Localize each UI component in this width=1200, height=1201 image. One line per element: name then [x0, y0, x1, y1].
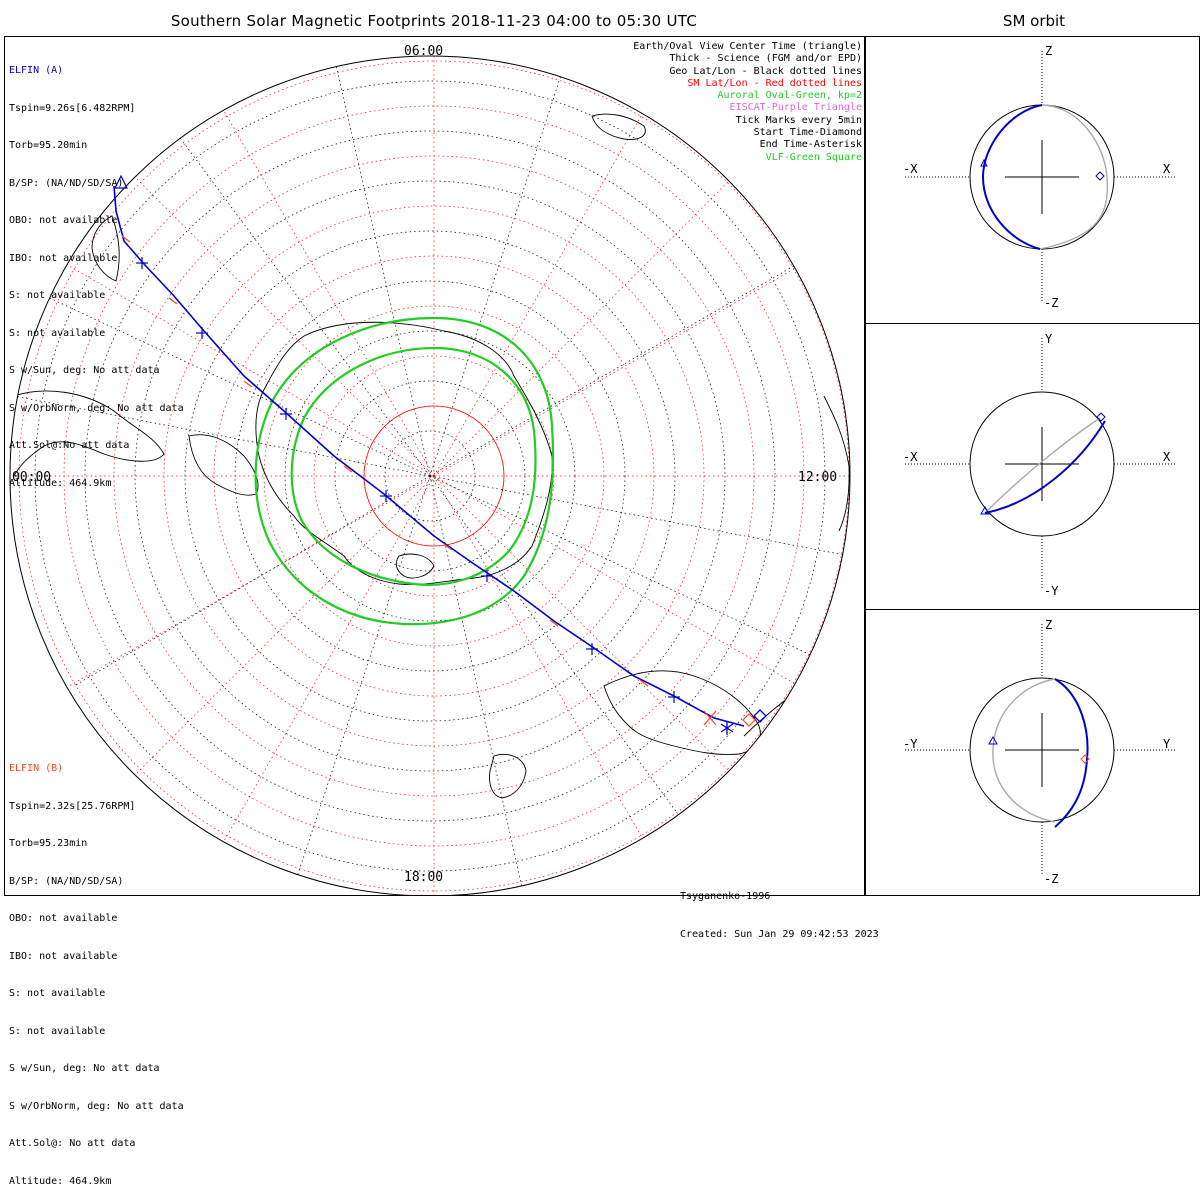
- elfin-b-line: IBO: not available: [9, 950, 118, 962]
- orbit-xz-right: X: [1163, 162, 1171, 176]
- elfin-b-ticks: [121, 235, 756, 727]
- time-label-bottom: 18:00: [404, 870, 444, 885]
- orbit-xz-top: Z: [1045, 44, 1053, 58]
- orbit-yz-top: Z: [1045, 618, 1053, 632]
- elfin-a-line: Att.Sol@:No att data: [9, 440, 130, 451]
- elfin-b-info: ELFIN (B) Tspin=2.32s[25.76RPM] Torb=95.…: [9, 738, 184, 1201]
- legend-item: VLF-Green Square: [765, 151, 862, 163]
- orbit-panel-title: SM orbit: [1002, 12, 1066, 30]
- plot-title: Southern Solar Magnetic Footprints 2018-…: [170, 12, 698, 30]
- legend-item: Geo Lat/Lon - Black dotted lines: [669, 65, 862, 77]
- elfin-a-line: S: not available: [9, 327, 106, 339]
- elfin-b-line: S w/OrbNorm, deg: No att data: [9, 1100, 184, 1112]
- time-label-left: 00:00: [12, 470, 52, 485]
- elfin-b-name: ELFIN (B): [9, 763, 64, 774]
- orbit-xy-top: Y: [1045, 332, 1053, 346]
- footprint-map: [9, 55, 851, 896]
- elfin-a-line: S w/OrbNorm, deg: No att data: [9, 402, 184, 414]
- orbit-xy-left: -X: [903, 450, 918, 464]
- elfin-b-line: Tspin=2.32s[25.76RPM]: [9, 800, 136, 812]
- elfin-b-line: Torb=95.23min: [9, 838, 88, 849]
- elfin-a-line: Altitude: 464.9km: [9, 477, 112, 489]
- orbit-yz-right: Y: [1163, 737, 1171, 751]
- legend-item: EISCAT-Purple Triangle: [729, 102, 862, 114]
- elfin-b-line: Att.Sol@: No att data: [9, 1138, 136, 1149]
- footer: Tsyganenko-1996 Created: Sun Jan 29 09:4…: [680, 866, 879, 954]
- orbit-xy-right: X: [1163, 450, 1171, 464]
- elfin-b-line: S w/Sun, deg: No att data: [9, 1063, 160, 1074]
- elfin-a-name: ELFIN (A): [9, 65, 64, 76]
- elfin-a-view-triangle: [114, 174, 128, 189]
- orbit-xy-bottom: -Y: [1044, 584, 1059, 598]
- elfin-a-line: S w/Sun, deg: No att data: [9, 365, 160, 376]
- auroral-oval: [254, 316, 555, 626]
- elfin-a-info: ELFIN (A) Tspin=9.26s[6.482RPM] Torb=95.…: [9, 40, 184, 503]
- legend: Earth/Oval View Center Time (triangle) T…: [633, 41, 862, 164]
- elfin-a-line: Torb=95.20min: [9, 140, 88, 151]
- orbit-plot-xz: [905, 51, 1175, 301]
- legend-item: Thick - Science (FGM and/or EPD): [669, 53, 862, 65]
- sm-inner-circle: [363, 405, 505, 547]
- footer-model: Tsyganenko-1996: [680, 891, 771, 902]
- elfin-b-line: B/SP: (NA/ND/SD/SA): [9, 875, 124, 887]
- legend-item: Earth/Oval View Center Time (triangle): [633, 41, 862, 52]
- elfin-a-line: OBO: not available: [9, 215, 118, 226]
- elfin-a-end-asterisk: [720, 721, 734, 735]
- legend-item: Tick Marks every 5min: [735, 114, 862, 126]
- time-label-top: 06:00: [404, 44, 444, 59]
- elfin-b-line: S: not available: [9, 1025, 106, 1037]
- orbit-plot-yz: [905, 624, 1175, 874]
- elfin-a-line: S: not available: [9, 290, 106, 301]
- globe-outline: [9, 55, 851, 896]
- time-label-right: 12:00: [798, 470, 838, 485]
- orbit-xz-bottom: -Z: [1044, 296, 1059, 310]
- elfin-a-track: [113, 174, 767, 735]
- orbit-plot-xy: [905, 338, 1175, 588]
- elfin-a-line: B/SP: (NA/ND/SD/SA): [9, 177, 124, 189]
- elfin-a-start-diamond: [753, 709, 767, 723]
- elfin-b-line: OBO: not available: [9, 913, 118, 924]
- elfin-b-line: S: not available: [9, 988, 106, 999]
- orbit-yz-left: -Y: [903, 737, 918, 751]
- footer-created: Created: Sun Jan 29 09:42:53 2023: [680, 928, 879, 940]
- legend-item: Start Time-Diamond: [753, 127, 862, 139]
- elfin-b-line: Altitude: 464.9km: [9, 1175, 112, 1187]
- elfin-a-line: Tspin=9.26s[6.482RPM]: [9, 102, 136, 114]
- orbit-yz-bottom: -Z: [1044, 872, 1059, 886]
- legend-item: End Time-Asterisk: [759, 139, 862, 151]
- elfin-a-line: IBO: not available: [9, 252, 118, 264]
- legend-item: Auroral Oval-Green, kp=2: [717, 90, 863, 102]
- orbit-xz-left: -X: [903, 162, 918, 176]
- legend-item: SM Lat/Lon - Red dotted lines: [687, 77, 862, 89]
